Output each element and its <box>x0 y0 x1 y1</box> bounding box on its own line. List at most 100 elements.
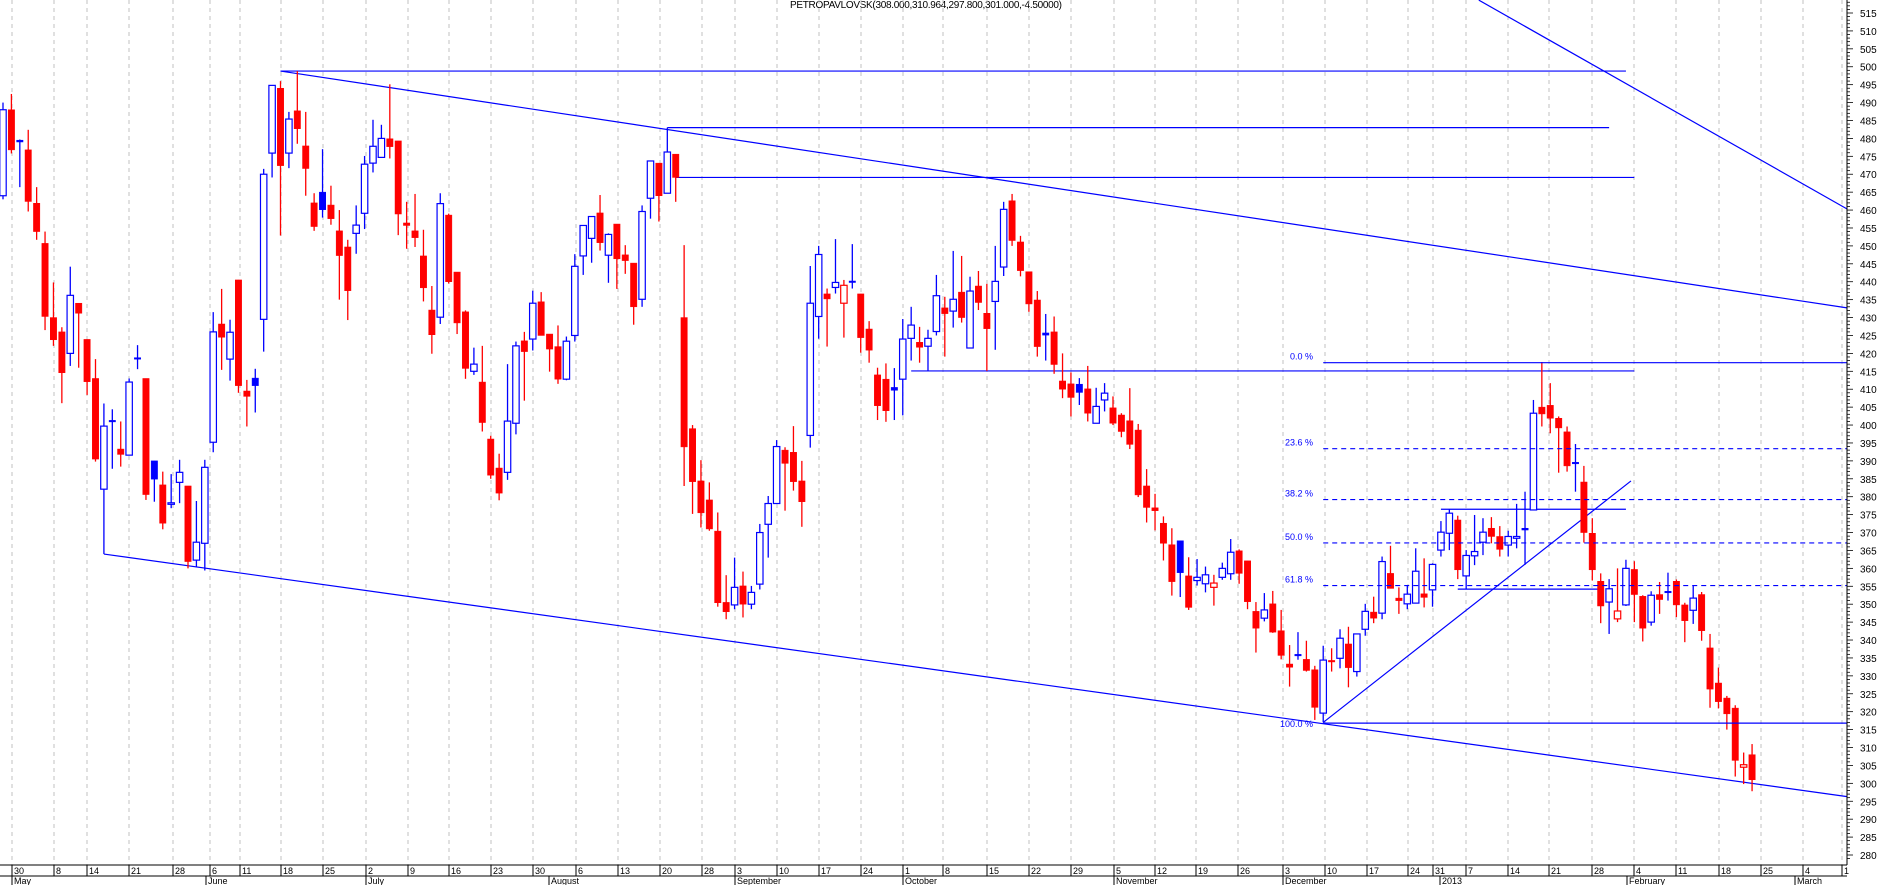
candle <box>226 319 234 381</box>
y-tick-label: 285 <box>1860 833 1877 844</box>
candle-body <box>1353 633 1361 673</box>
candle-body <box>1269 603 1277 633</box>
x-week-label: 28 <box>1594 866 1604 876</box>
x-month-label: May <box>14 876 32 885</box>
candle <box>159 471 167 530</box>
x-month-label: March <box>1797 876 1822 885</box>
candle <box>630 262 638 325</box>
x-week-label: 1 <box>1844 866 1849 876</box>
candle <box>672 153 680 202</box>
y-tick-label: 315 <box>1860 726 1877 737</box>
candle-body <box>201 466 209 544</box>
candle <box>344 239 352 321</box>
candle <box>646 160 655 219</box>
y-tick-label: 505 <box>1860 45 1877 56</box>
candle <box>949 250 958 328</box>
candle-body <box>1370 611 1378 619</box>
candle <box>1277 609 1285 660</box>
candle <box>1698 592 1706 641</box>
candle <box>1714 667 1722 709</box>
candle-body <box>377 137 386 158</box>
candle-body <box>1218 567 1227 578</box>
candle-body <box>436 203 445 318</box>
candle-body <box>0 109 7 197</box>
candle-body <box>1681 604 1689 621</box>
candle <box>874 367 881 421</box>
candle <box>579 224 588 275</box>
candle <box>857 293 865 353</box>
candle <box>259 168 268 352</box>
candle-body <box>209 331 218 443</box>
x-week-label: 8 <box>56 866 61 876</box>
candle-body <box>344 246 352 291</box>
candle-body <box>537 301 545 336</box>
y-tick-label: 490 <box>1860 99 1877 110</box>
x-week-label: 18 <box>1721 866 1731 876</box>
candle <box>1193 559 1201 586</box>
x-week-label: 19 <box>1198 866 1208 876</box>
x-week-label: 4 <box>1636 866 1641 876</box>
candle-body <box>319 191 326 210</box>
candle-body <box>470 363 478 372</box>
x-week-label: 10 <box>1327 866 1337 876</box>
y-tick-label: 380 <box>1860 493 1877 504</box>
candle <box>747 585 756 610</box>
candle <box>142 378 150 500</box>
candle-body <box>1588 533 1596 571</box>
candle-body <box>1706 647 1714 690</box>
candle-body <box>1639 596 1647 629</box>
candle-body <box>159 484 167 524</box>
candle <box>377 124 386 158</box>
candle-body <box>840 284 848 304</box>
fib-level-label: 23.6 % <box>1285 438 1313 448</box>
chart-title: PETROPAVLOVSK(308.000,310.964,297.800,30… <box>790 0 1062 11</box>
candle-body <box>1731 707 1739 761</box>
candle-body <box>7 109 15 151</box>
candle-body <box>66 294 75 354</box>
candle-body <box>1445 512 1454 534</box>
candle-body <box>243 390 251 397</box>
candle-body <box>1403 593 1412 605</box>
grid-lines <box>11 0 1843 865</box>
y-tick-label: 515 <box>1860 9 1877 20</box>
candle-body <box>1084 388 1092 414</box>
candle-body <box>672 153 680 178</box>
candle-body <box>310 202 318 227</box>
candle-body <box>487 438 495 476</box>
candle-body <box>882 378 890 411</box>
candle-body <box>958 291 966 318</box>
x-week-label: 6 <box>212 866 217 876</box>
candle-body <box>638 210 646 300</box>
candle <box>562 336 571 381</box>
candle-body <box>512 345 520 424</box>
candle-body <box>646 160 655 199</box>
candle-body <box>1656 594 1664 600</box>
candle-body <box>1210 582 1218 588</box>
y-tick-label: 280 <box>1860 851 1877 862</box>
candle-body <box>630 262 638 308</box>
candle-body <box>420 255 427 289</box>
candle <box>697 460 705 528</box>
candle <box>268 84 276 178</box>
candle-body <box>772 445 781 505</box>
candle-body <box>478 381 486 423</box>
candle-body <box>16 139 24 143</box>
candle-body <box>1479 531 1487 543</box>
candle-body <box>251 377 259 386</box>
candle <box>1588 518 1596 581</box>
candle <box>764 495 773 558</box>
candle-body <box>335 230 343 256</box>
candle-body <box>814 253 823 318</box>
candle-body <box>1302 659 1310 671</box>
candle-body <box>756 531 764 585</box>
candle <box>1739 752 1748 785</box>
candle <box>705 482 713 531</box>
candle <box>1269 590 1277 633</box>
y-tick-label: 310 <box>1860 744 1877 755</box>
candle-body <box>874 374 881 406</box>
candle <box>907 306 915 361</box>
candle-body <box>41 243 49 317</box>
candle-body <box>1008 200 1016 241</box>
candle <box>1723 695 1731 730</box>
candle <box>478 345 486 432</box>
